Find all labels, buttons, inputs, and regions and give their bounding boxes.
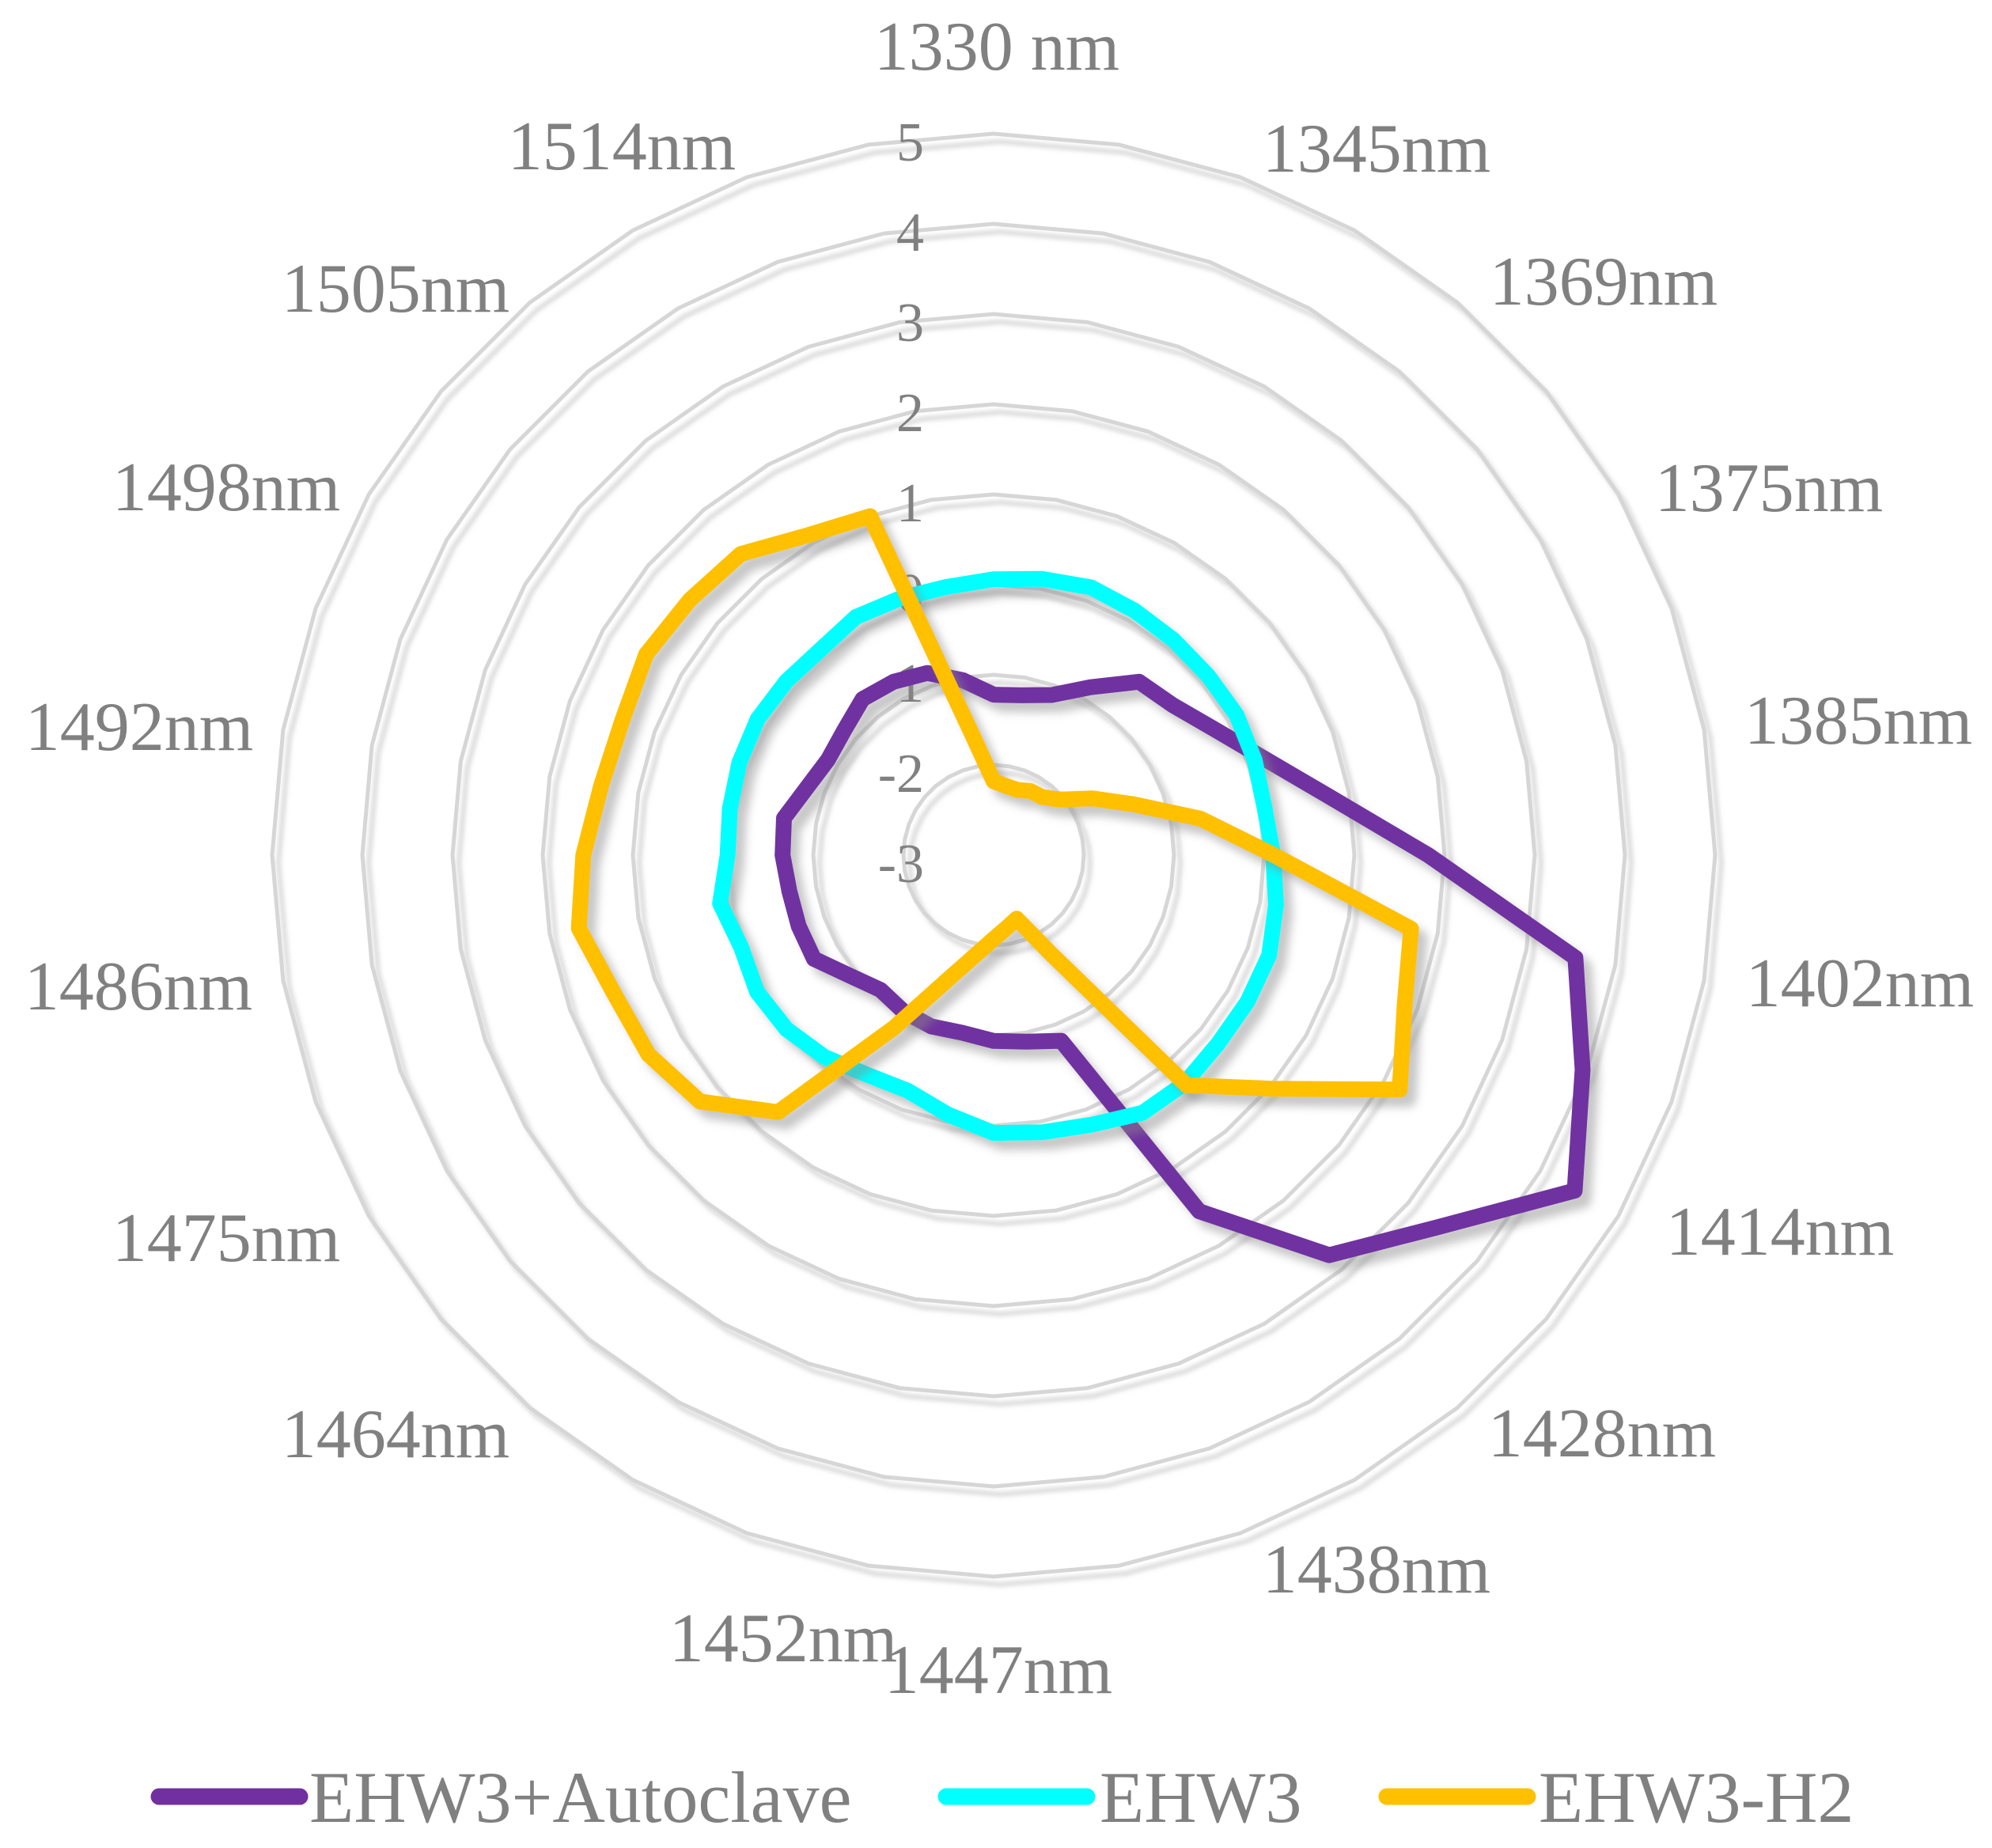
svg-text:EHW3: EHW3: [1100, 1757, 1301, 1838]
svg-text:1464nm: 1464nm: [282, 1396, 509, 1473]
svg-text:1369nm: 1369nm: [1490, 244, 1717, 320]
svg-text:1486nm: 1486nm: [25, 949, 252, 1025]
svg-text:1452nm: 1452nm: [669, 1600, 897, 1677]
svg-text:1438nm: 1438nm: [1263, 1532, 1490, 1608]
svg-text:EHW3-H2: EHW3-H2: [1539, 1757, 1854, 1838]
svg-text:1475nm: 1475nm: [112, 1200, 340, 1277]
svg-text:5: 5: [896, 112, 924, 173]
svg-text:1345nm: 1345nm: [1263, 111, 1490, 187]
svg-text:1505nm: 1505nm: [282, 251, 509, 328]
svg-text:1330 nm: 1330 nm: [874, 9, 1119, 85]
svg-text:1447nm: 1447nm: [884, 1632, 1112, 1709]
svg-text:1: 1: [896, 473, 924, 534]
svg-text:1428nm: 1428nm: [1488, 1395, 1716, 1472]
svg-text:4: 4: [896, 203, 924, 263]
svg-text:EHW3+Autoclave: EHW3+Autoclave: [309, 1757, 851, 1838]
svg-text:1492nm: 1492nm: [25, 689, 253, 766]
svg-text:2: 2: [896, 383, 924, 444]
svg-text:3: 3: [896, 293, 924, 354]
svg-text:1375nm: 1375nm: [1655, 450, 1883, 527]
svg-text:1385nm: 1385nm: [1744, 683, 1972, 759]
svg-text:-2: -2: [878, 744, 924, 805]
svg-text:1498nm: 1498nm: [112, 449, 340, 526]
svg-text:-3: -3: [878, 834, 924, 895]
svg-text:1414nm: 1414nm: [1666, 1194, 1894, 1270]
svg-text:1514nm: 1514nm: [508, 108, 736, 185]
svg-text:1402nm: 1402nm: [1746, 945, 1974, 1022]
